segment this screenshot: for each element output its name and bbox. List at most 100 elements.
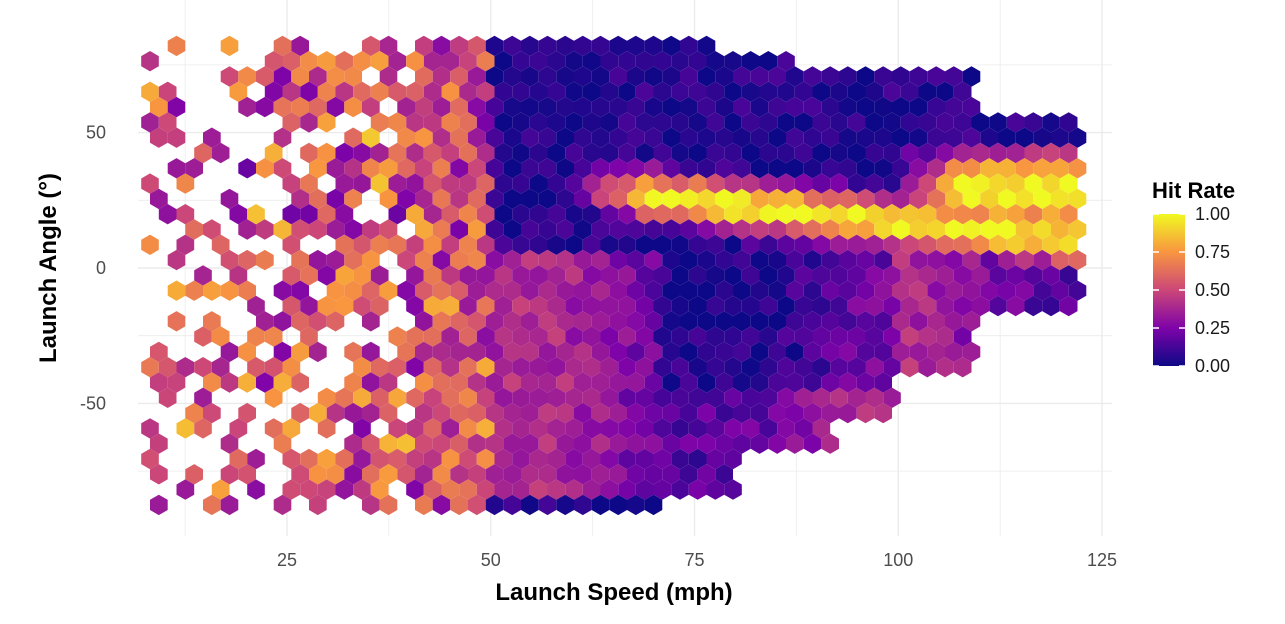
hex-cell — [892, 341, 910, 363]
hex-cell — [309, 249, 327, 271]
hex-cell — [388, 234, 407, 255]
hex-cell — [388, 326, 407, 347]
hex-cell — [538, 311, 557, 332]
hex-cell — [918, 112, 937, 133]
hex-cell — [441, 357, 460, 378]
hex-cell — [1068, 280, 1087, 301]
hex-cell — [476, 112, 495, 133]
hex-cell — [724, 326, 742, 347]
hex-cell — [989, 173, 1007, 194]
hex-cell — [503, 96, 521, 118]
hex-cell — [918, 357, 937, 378]
hex-cell — [326, 402, 345, 424]
hex-cell — [1033, 127, 1051, 148]
hex-cell — [379, 280, 398, 301]
hex-cell — [759, 112, 778, 133]
hex-cell — [733, 341, 751, 363]
hex-cell — [565, 265, 583, 286]
hex-cell — [406, 448, 424, 470]
hex-cell — [900, 112, 919, 133]
hex-cell — [582, 51, 601, 72]
hex-cell — [777, 295, 795, 317]
hex-cell — [653, 387, 672, 408]
hex-cell — [353, 418, 371, 439]
hex-cell — [909, 96, 928, 118]
hex-cell — [600, 295, 619, 317]
hex-cell — [459, 418, 477, 439]
hex-cell — [238, 464, 256, 485]
hex-cell — [512, 234, 530, 255]
hex-cell — [635, 204, 654, 225]
hex-cell — [203, 311, 221, 332]
hex-cell — [512, 326, 530, 347]
hex-cell — [759, 51, 778, 72]
hex-cell — [538, 341, 557, 363]
hex-cell — [503, 280, 521, 301]
hex-cell — [1068, 158, 1087, 179]
hex-cell — [812, 142, 831, 164]
hex-cell — [379, 66, 398, 87]
hex-cell — [565, 326, 583, 347]
hex-cell — [715, 96, 733, 118]
hex-cell — [936, 112, 954, 133]
hex-cell — [476, 265, 495, 286]
hex-cell — [671, 81, 689, 102]
hex-cell — [538, 35, 557, 57]
hex-cell — [839, 96, 857, 118]
hex-cell — [574, 66, 592, 87]
hex-cell — [353, 265, 371, 286]
hex-cell — [1042, 204, 1060, 225]
hex-cell — [565, 81, 583, 102]
hex-cell — [158, 81, 177, 102]
hex-cell — [741, 81, 760, 102]
hex-cell — [468, 433, 486, 454]
hex-cell — [812, 326, 831, 347]
hex-cell — [653, 173, 672, 194]
hex-cell — [547, 81, 566, 102]
hex-cell — [494, 204, 513, 225]
hex-cell — [582, 234, 601, 255]
hex-cell — [1051, 158, 1069, 179]
hex-cell — [317, 112, 336, 133]
hex-cell — [759, 326, 778, 347]
hex-cell — [459, 479, 477, 500]
hex-cell — [547, 418, 566, 439]
hex-cell — [158, 387, 177, 408]
hex-cell — [538, 464, 557, 485]
hex-cell — [494, 265, 513, 286]
hex-cell — [141, 357, 159, 378]
hex-cell — [803, 188, 822, 210]
hex-cell — [618, 51, 636, 72]
hex-cell — [936, 81, 954, 102]
hex-cell — [856, 188, 875, 210]
hex-cell — [476, 418, 495, 439]
hex-cell — [874, 280, 892, 301]
hex-cell — [574, 249, 592, 271]
hex-cell — [1033, 280, 1051, 301]
hex-cell — [476, 173, 495, 194]
hex-cell — [627, 35, 645, 57]
hex-cell — [229, 81, 248, 102]
hex-cell — [538, 96, 557, 118]
hex-cell — [821, 158, 839, 179]
hex-cell — [892, 127, 910, 148]
hex-cell — [547, 173, 566, 194]
hex-cell — [238, 402, 256, 424]
hex-cell — [1006, 265, 1025, 286]
hex-cell — [635, 418, 654, 439]
hex-cell — [644, 341, 663, 363]
hex-cell — [900, 204, 919, 225]
hex-cell — [476, 295, 495, 317]
hex-cell — [362, 494, 380, 516]
hex-cell — [468, 158, 486, 179]
hex-cell — [733, 96, 751, 118]
hex-cell — [962, 96, 981, 118]
hex-cell — [892, 96, 910, 118]
hex-cell — [830, 204, 848, 225]
hex-cell — [600, 204, 619, 225]
hex-cell — [150, 96, 168, 118]
hex-cell — [644, 494, 663, 516]
hex-cell — [432, 96, 451, 118]
hex-cell — [282, 173, 301, 194]
hex-cell — [538, 249, 557, 271]
